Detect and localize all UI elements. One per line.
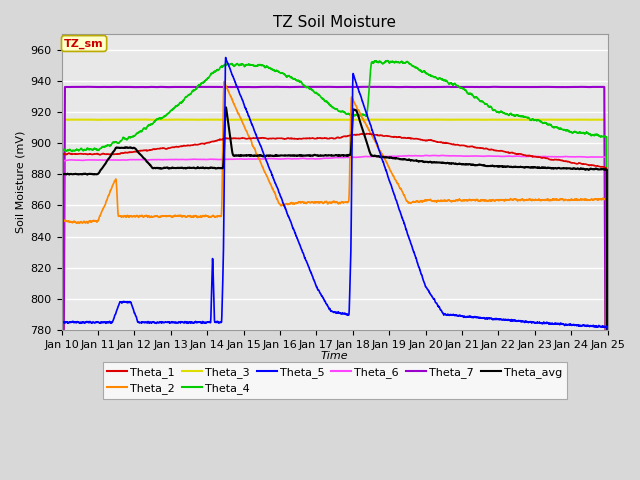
Theta_6: [587, 154, 595, 160]
Theta_7: [587, 84, 595, 90]
Theta_3: [454, 117, 462, 122]
Theta_7: [560, 84, 568, 90]
Line: Theta_5: Theta_5: [61, 58, 607, 480]
Theta_avg: [454, 161, 462, 167]
Theta_5: [287, 220, 295, 226]
Theta_4: [454, 84, 462, 89]
Theta_5: [317, 292, 325, 298]
Text: TZ_sm: TZ_sm: [64, 38, 104, 48]
Theta_2: [317, 199, 325, 205]
Theta_4: [587, 132, 595, 138]
Theta_2: [454, 197, 462, 203]
Theta_2: [560, 198, 568, 204]
Theta_avg: [587, 166, 595, 171]
Theta_4: [317, 95, 324, 100]
Theta_3: [287, 117, 295, 122]
Theta_6: [291, 156, 299, 162]
Line: Theta_6: Theta_6: [61, 156, 607, 480]
Theta_4: [560, 127, 568, 132]
Theta_avg: [560, 165, 568, 171]
Theta_5: [587, 323, 595, 328]
Theta_5: [292, 230, 300, 236]
Theta_avg: [222, 105, 230, 110]
Theta_1: [317, 135, 324, 141]
Theta_avg: [287, 153, 295, 158]
Line: Theta_1: Theta_1: [61, 133, 607, 480]
Theta_3: [291, 117, 299, 122]
Theta_6: [317, 156, 324, 162]
Theta_1: [587, 162, 595, 168]
Line: Theta_avg: Theta_avg: [61, 108, 607, 480]
Theta_1: [454, 142, 462, 148]
Theta_7: [292, 84, 300, 90]
X-axis label: Time: Time: [321, 351, 348, 361]
Theta_6: [454, 153, 462, 159]
Theta_3: [317, 117, 324, 122]
Theta_5: [222, 55, 230, 60]
Theta_avg: [317, 153, 325, 158]
Line: Theta_3: Theta_3: [61, 120, 607, 480]
Line: Theta_2: Theta_2: [61, 82, 607, 480]
Theta_6: [287, 156, 295, 162]
Theta_3: [560, 117, 568, 122]
Title: TZ Soil Moisture: TZ Soil Moisture: [273, 15, 396, 30]
Theta_1: [363, 131, 371, 136]
Theta_6: [439, 153, 447, 158]
Theta_2: [292, 200, 300, 206]
Theta_7: [84, 84, 92, 90]
Line: Theta_4: Theta_4: [61, 60, 607, 480]
Theta_2: [287, 200, 295, 206]
Theta_3: [433, 117, 441, 122]
Theta_5: [454, 313, 462, 319]
Y-axis label: Soil Moisture (mV): Soil Moisture (mV): [15, 131, 25, 233]
Legend: Theta_1, Theta_2, Theta_3, Theta_4, Theta_5, Theta_6, Theta_7, Theta_avg: Theta_1, Theta_2, Theta_3, Theta_4, Thet…: [102, 362, 566, 399]
Theta_avg: [292, 153, 300, 158]
Theta_2: [587, 197, 595, 203]
Theta_5: [560, 321, 568, 327]
Theta_2: [220, 79, 228, 84]
Theta_1: [287, 135, 295, 141]
Theta_1: [560, 158, 568, 164]
Theta_7: [454, 84, 462, 90]
Theta_1: [291, 136, 299, 142]
Line: Theta_7: Theta_7: [61, 87, 607, 480]
Theta_7: [317, 84, 325, 90]
Theta_4: [287, 75, 295, 81]
Theta_4: [384, 58, 392, 63]
Theta_4: [291, 77, 299, 83]
Theta_6: [560, 154, 568, 160]
Theta_3: [587, 117, 595, 122]
Theta_7: [287, 84, 295, 90]
